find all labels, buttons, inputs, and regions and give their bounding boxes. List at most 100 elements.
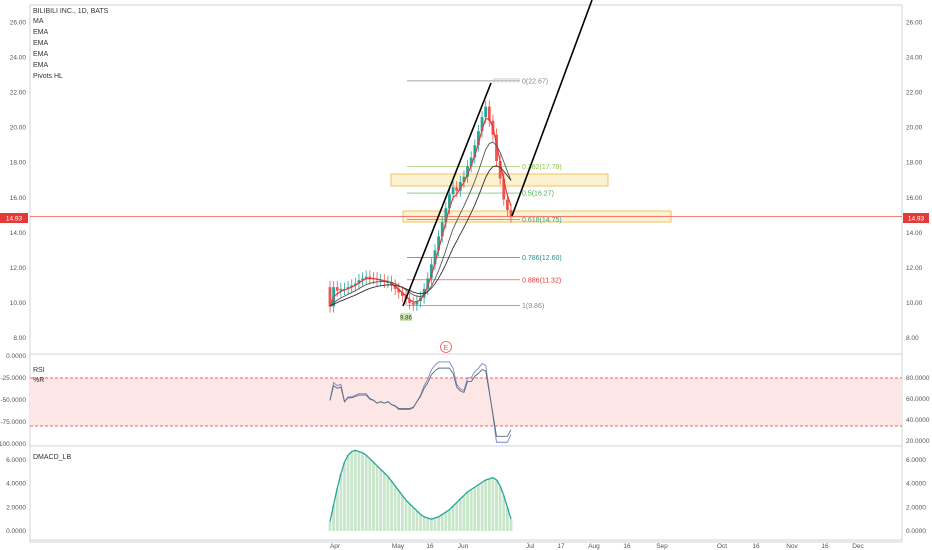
candle-body[interactable]	[437, 236, 440, 251]
price-tick: 20.00	[10, 125, 27, 132]
macd-bar	[444, 512, 448, 531]
candle-body[interactable]	[462, 176, 466, 183]
indicator-ema-1[interactable]: EMA	[33, 29, 49, 36]
price-badge-right	[903, 213, 929, 223]
fib-retracement[interactable]: 0(22.67) 0.382(17.78) 0.5(16.27) 0.618(14.7…	[407, 78, 562, 310]
price-tick: 12.00	[10, 265, 27, 272]
macd-bar	[480, 482, 484, 531]
candle-body[interactable]	[495, 134, 498, 161]
candle-body[interactable]	[487, 106, 491, 121]
candle-body[interactable]	[480, 117, 484, 132]
price-tick: 22.00	[10, 90, 27, 97]
macd-bar	[364, 455, 368, 531]
candle-body[interactable]	[473, 145, 477, 158]
rsi-tick: -25.0000	[0, 375, 26, 382]
williams-r-line	[329, 367, 512, 437]
indicator-ma[interactable]: MA	[33, 18, 44, 25]
candle-body[interactable]	[509, 210, 513, 217]
price-tick: 16.00	[10, 195, 27, 202]
macd-label[interactable]: DMACD_LB	[33, 454, 71, 461]
ema-lines	[329, 117, 512, 307]
fib-level-label: 0(22.67)	[522, 78, 548, 85]
candle-body[interactable]	[350, 285, 354, 288]
candle-body[interactable]	[458, 182, 462, 191]
rsi-label[interactable]: RSI	[33, 367, 45, 374]
candle-body[interactable]	[343, 288, 346, 290]
candle-body[interactable]	[401, 292, 404, 296]
price-tick-right: 14.00	[906, 230, 923, 237]
candle-body[interactable]	[357, 280, 361, 284]
indicator-ema-2[interactable]: EMA	[33, 40, 49, 47]
earnings-icon[interactable]	[440, 341, 452, 353]
macd-bar	[401, 495, 404, 531]
candle-body[interactable]	[397, 288, 401, 293]
time-tick: Jun	[458, 543, 469, 550]
channel-line-right[interactable]	[511, 0, 593, 217]
macd-bar	[397, 490, 401, 531]
macd-bar	[390, 481, 393, 531]
time-tick: Oct	[717, 543, 727, 550]
indicator-ema-4[interactable]: EMA	[33, 62, 49, 69]
candle-body[interactable]	[429, 264, 433, 279]
macd-bar	[343, 462, 346, 531]
candle-body[interactable]	[339, 288, 343, 291]
macd-tick: 0.0000	[6, 528, 26, 535]
macd-bar	[429, 519, 433, 531]
candle-body[interactable]	[455, 187, 459, 191]
candle-body[interactable]	[364, 276, 368, 279]
price-tick-right: 20.00	[906, 125, 923, 132]
candle-body[interactable]	[361, 278, 364, 281]
macd-bar	[368, 458, 372, 531]
candle-body[interactable]	[502, 178, 506, 200]
macd-bar	[487, 478, 491, 531]
price-tick-right: 8.00	[906, 335, 919, 342]
candle-body[interactable]	[335, 287, 339, 291]
candle-body[interactable]	[393, 285, 397, 289]
channel-line-left[interactable]	[402, 82, 492, 307]
candle-body[interactable]	[451, 187, 455, 195]
macd-histogram	[328, 450, 513, 531]
macd-bar	[498, 485, 502, 531]
candle-body[interactable]	[440, 222, 444, 237]
candle-body[interactable]	[498, 160, 502, 179]
candle-body[interactable]	[484, 106, 488, 118]
time-tick: Dec	[852, 543, 864, 550]
candle-body[interactable]	[448, 194, 451, 209]
indicator-pivots[interactable]: Pivots HL	[33, 73, 63, 80]
rsi-tick: 0.0000	[6, 353, 26, 360]
indicator-ema-3[interactable]: EMA	[33, 51, 49, 58]
candle-body[interactable]	[353, 283, 357, 286]
candle-body[interactable]	[477, 131, 480, 146]
candle-body[interactable]	[415, 301, 419, 305]
macd-bar	[473, 487, 477, 531]
macd-bar	[426, 517, 430, 531]
macd-bar	[411, 507, 415, 531]
macd-bar	[346, 455, 350, 531]
price-tick-right: 22.00	[906, 90, 923, 97]
candle-body[interactable]	[505, 199, 509, 211]
williams-r-label[interactable]: %R	[33, 377, 44, 384]
candle-body[interactable]	[386, 281, 390, 283]
candle-body[interactable]	[411, 302, 415, 305]
candle-body[interactable]	[444, 208, 448, 223]
price-tick-right: 12.00	[906, 265, 923, 272]
macd-bar	[328, 521, 332, 531]
symbol-title[interactable]: BILIBILI INC., 1D, BATS	[33, 8, 109, 15]
candle-body[interactable]	[368, 276, 372, 279]
macd-bar	[458, 498, 462, 531]
price-tick-right: 18.00	[906, 160, 923, 167]
macd-bar	[451, 506, 455, 531]
candle-body[interactable]	[466, 166, 469, 177]
candle-body[interactable]	[379, 280, 383, 282]
candle-body[interactable]	[469, 157, 473, 167]
macd-bar	[379, 469, 383, 531]
candle-body[interactable]	[408, 299, 412, 303]
candle-body[interactable]	[328, 287, 332, 307]
macd-bar	[419, 514, 422, 531]
price-tick: 10.00	[10, 300, 27, 307]
candle-body[interactable]	[426, 278, 430, 289]
candle-body[interactable]	[433, 250, 437, 265]
ema-line	[329, 141, 512, 307]
